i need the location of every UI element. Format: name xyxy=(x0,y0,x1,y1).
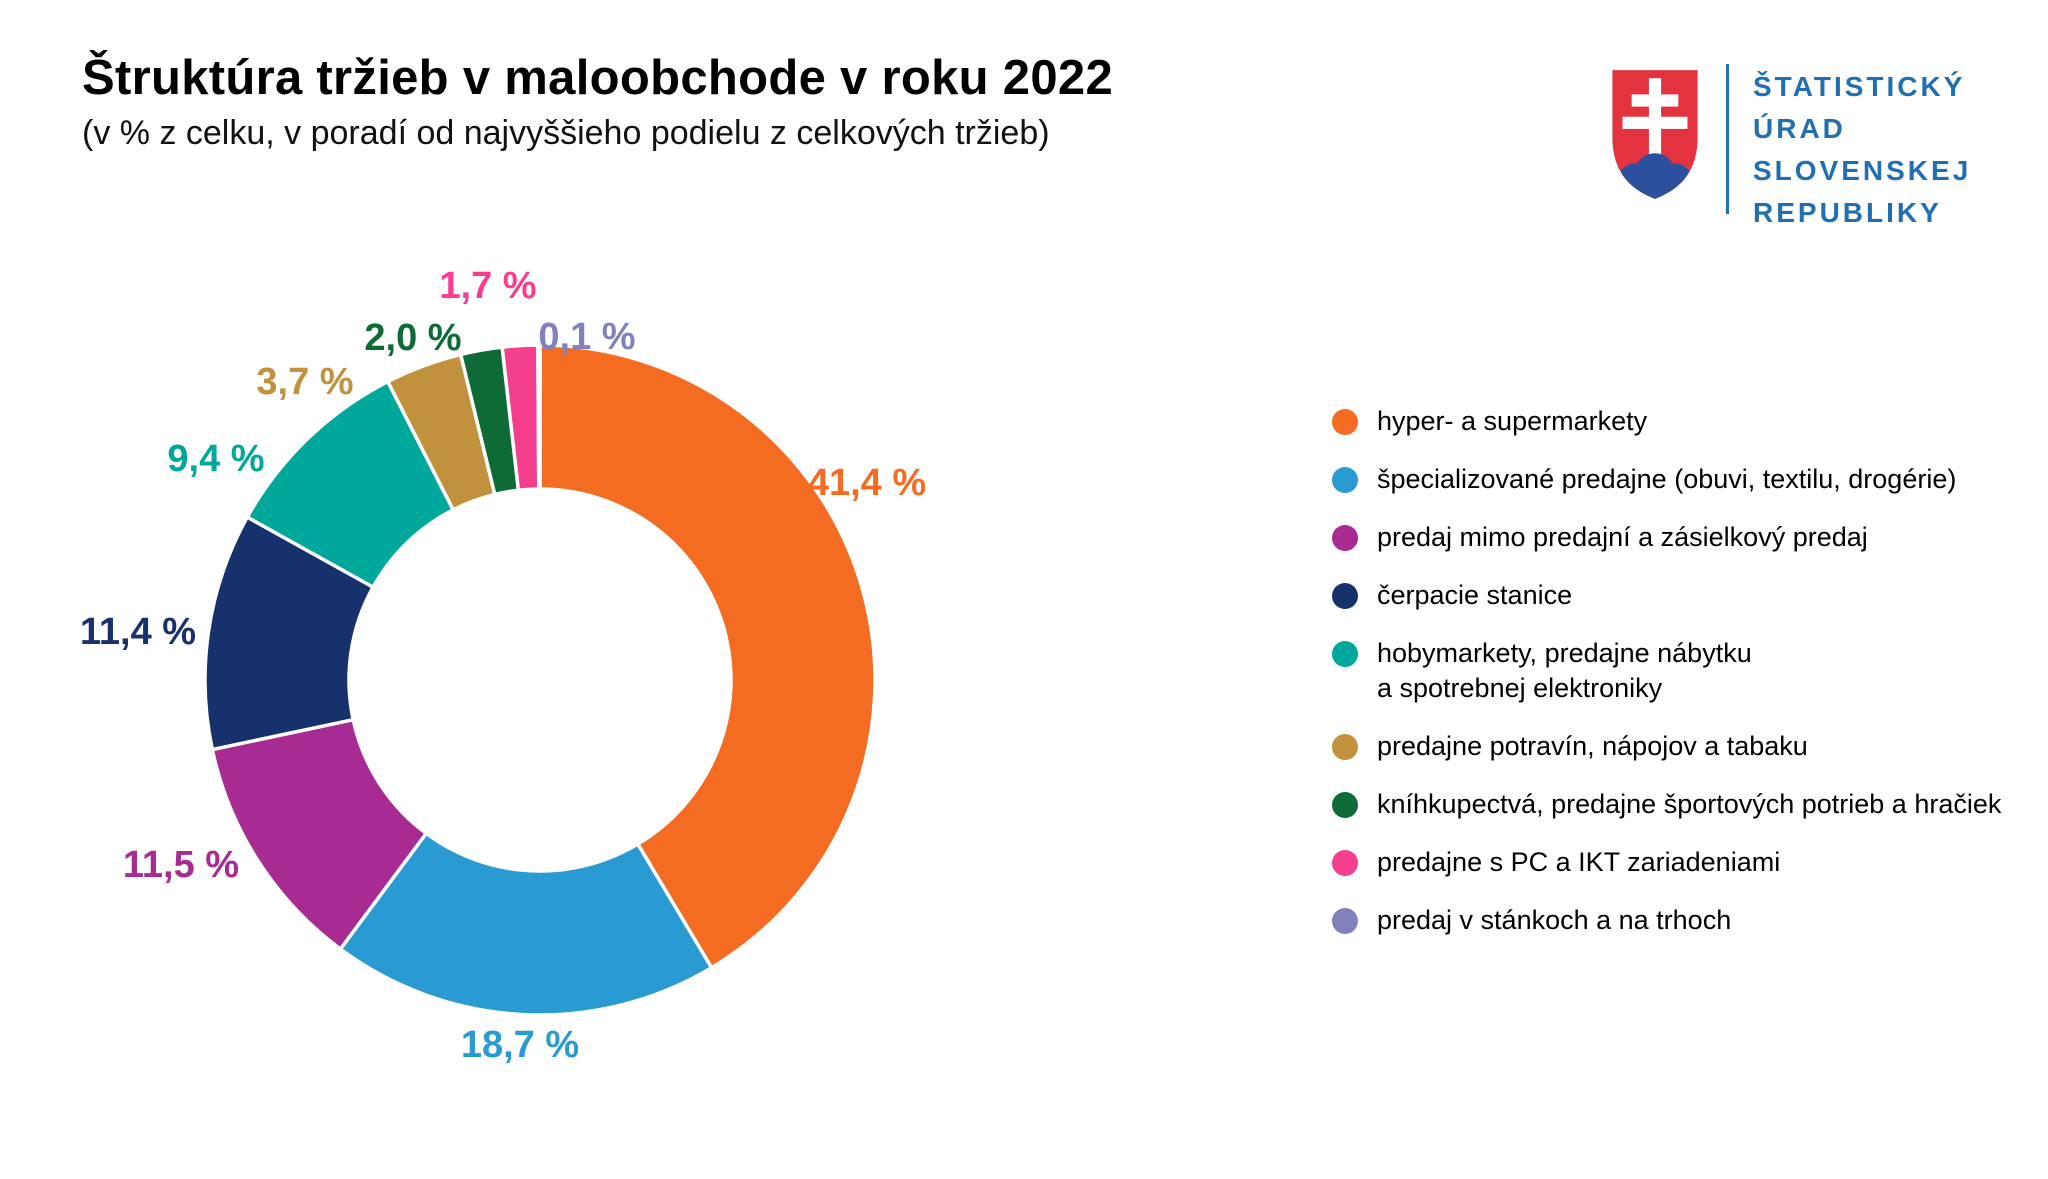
slice-value-label-5: 9,4 % xyxy=(167,438,264,480)
slice-value-label-6: 3,7 % xyxy=(256,361,353,403)
legend-item-1: hyper- a supermarkety xyxy=(1332,404,2042,439)
chart-subtitle: (v % z celku, v poradí od najvyššieho po… xyxy=(82,114,1050,152)
legend-color-dot xyxy=(1332,525,1358,551)
legend-color-dot xyxy=(1332,467,1358,493)
legend-color-dot xyxy=(1332,641,1358,667)
slice-value-label-8: 1,7 % xyxy=(439,265,536,307)
chart-title: Štruktúra tržieb v maloobchode v roku 20… xyxy=(82,51,1114,105)
legend-color-dot xyxy=(1332,583,1358,609)
legend-item-7: kníhkupectvá, predajne športových potrie… xyxy=(1332,787,2042,822)
slice-value-label-3: 11,5 % xyxy=(123,844,239,886)
legend-item-4: čerpacie stanice xyxy=(1332,578,2042,613)
legend-label: predajne potravín, nápojov a tabaku xyxy=(1377,731,1808,761)
slice-value-label-1: 41,4 % xyxy=(808,462,926,504)
legend-color-dot xyxy=(1332,409,1358,435)
double-cross-upper-bar xyxy=(1631,94,1679,107)
legend-color-dot xyxy=(1332,908,1358,934)
donut-slice-1 xyxy=(538,343,877,970)
legend-label: špecializované predajne (obuvi, textilu,… xyxy=(1377,464,1957,494)
legend-label: hobymarkety, predajne nábytku a spotrebn… xyxy=(1377,638,1752,703)
hill-base xyxy=(1612,179,1698,199)
logo-text: ŠTATISTICKÝ ÚRAD SLOVENSKEJ REPUBLIKY xyxy=(1753,64,1971,234)
legend-color-dot xyxy=(1332,734,1358,760)
legend: hyper- a supermarkety špecializované pred… xyxy=(1332,404,2042,938)
legend-item-2: špecializované predajne (obuvi, textilu,… xyxy=(1332,462,2042,497)
legend-item-6: predajne potravín, nápojov a tabaku xyxy=(1332,729,2042,764)
legend-item-3: predaj mimo predajní a zásielkový predaj xyxy=(1332,520,2042,555)
donut-slice-9 xyxy=(536,343,542,491)
logo-text-line: SLOVENSKEJ xyxy=(1753,155,1972,186)
slovak-coat-of-arms-icon xyxy=(1612,70,1698,199)
legend-color-dot xyxy=(1332,792,1358,818)
legend-color-dot xyxy=(1332,850,1358,876)
legend-item-5: hobymarkety, predajne nábytku a spotrebn… xyxy=(1332,636,2042,706)
legend-label: hyper- a supermarkety xyxy=(1377,406,1648,436)
slice-value-label-9: 0,1 % xyxy=(538,316,635,358)
donut-chart: 41,4 % 18,7 % 11,5 % 11,4 % 9,4 % 3,7 % 2,0 % 1… xyxy=(80,265,926,1066)
double-cross-lower-bar xyxy=(1622,116,1688,129)
slice-value-label-2: 18,7 % xyxy=(461,1024,579,1066)
legend-label: predaj v stánkoch a na trhoch xyxy=(1377,905,1732,935)
slice-value-label-7: 2,0 % xyxy=(364,317,461,359)
logo-divider xyxy=(1726,64,1729,214)
logo-text-line: REPUBLIKY xyxy=(1753,197,1942,228)
legend-label: kníhkupectvá, predajne športových potrie… xyxy=(1377,789,2002,819)
logo-text-line: ÚRAD xyxy=(1753,113,1846,144)
legend-item-8: predajne s PC a IKT zariadeniami xyxy=(1332,845,2042,880)
logo-text-line: ŠTATISTICKÝ xyxy=(1753,71,1966,102)
statistical-office-logo: ŠTATISTICKÝ ÚRAD SLOVENSKEJ REPUBLIKY xyxy=(1606,64,1971,234)
legend-label: predaj mimo predajní a zásielkový predaj xyxy=(1377,522,1868,552)
slice-value-label-4: 11,4 % xyxy=(80,611,196,653)
donut-slice-2 xyxy=(338,831,714,1017)
legend-label: čerpacie stanice xyxy=(1377,580,1573,610)
legend-label: predajne s PC a IKT zariadeniami xyxy=(1377,847,1781,877)
legend-item-9: predaj v stánkoch a na trhoch xyxy=(1332,903,2042,938)
